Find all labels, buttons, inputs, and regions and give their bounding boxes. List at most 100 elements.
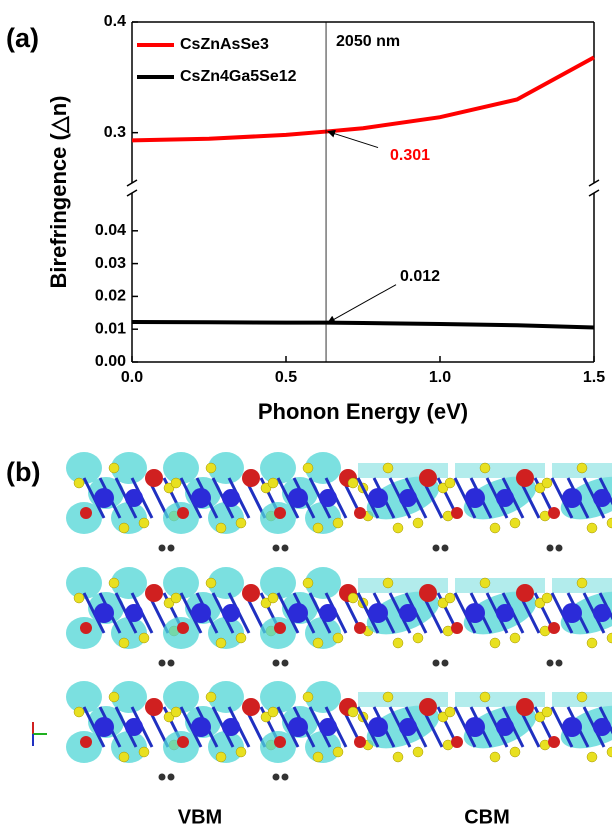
atom xyxy=(496,604,514,622)
atom xyxy=(445,593,455,603)
atom xyxy=(119,638,129,648)
atom xyxy=(593,489,611,507)
atom xyxy=(354,622,366,634)
annotation-arrow xyxy=(328,132,378,148)
annotation-arrow xyxy=(328,285,396,323)
atom xyxy=(419,469,437,487)
atom xyxy=(413,747,423,757)
atom xyxy=(282,774,289,781)
atom xyxy=(242,469,260,487)
atom xyxy=(274,507,286,519)
atom xyxy=(433,545,440,552)
atom xyxy=(419,698,437,716)
atom xyxy=(313,638,323,648)
atom xyxy=(109,578,119,588)
atom xyxy=(548,736,560,748)
atom xyxy=(74,707,84,717)
atom xyxy=(354,507,366,519)
atom xyxy=(206,692,216,702)
atom xyxy=(177,736,189,748)
atom xyxy=(206,463,216,473)
atom xyxy=(268,593,278,603)
figure: (a) (b) Phonon Energy (eV) Birefringence… xyxy=(0,0,612,837)
atom xyxy=(282,545,289,552)
atom xyxy=(556,660,563,667)
atom xyxy=(510,747,520,757)
atom xyxy=(413,518,423,528)
atom xyxy=(577,463,587,473)
atom xyxy=(399,604,417,622)
atom xyxy=(74,478,84,488)
atom xyxy=(451,622,463,634)
atom xyxy=(333,633,343,643)
image-caption: VBM xyxy=(178,806,222,828)
atom xyxy=(303,692,313,702)
atom xyxy=(274,622,286,634)
atom xyxy=(80,622,92,634)
atom xyxy=(516,469,534,487)
atom xyxy=(74,593,84,603)
atom xyxy=(451,736,463,748)
atom xyxy=(177,507,189,519)
atom xyxy=(593,718,611,736)
atom xyxy=(94,488,114,508)
atom xyxy=(242,698,260,716)
atom xyxy=(139,518,149,528)
annotation: 2050 nm xyxy=(336,33,400,50)
atom xyxy=(268,478,278,488)
atom xyxy=(577,692,587,702)
atom xyxy=(171,593,181,603)
atom xyxy=(433,660,440,667)
atom xyxy=(383,463,393,473)
atom xyxy=(490,752,500,762)
atom xyxy=(94,603,114,623)
atom xyxy=(480,578,490,588)
atom xyxy=(510,633,520,643)
atom xyxy=(222,718,240,736)
atom xyxy=(313,523,323,533)
atom xyxy=(273,545,280,552)
atom xyxy=(288,717,308,737)
atom xyxy=(547,660,554,667)
legend-label: CsZn4Ga5Se12 xyxy=(180,68,297,85)
atom xyxy=(348,593,358,603)
x-axis-label: Phonon Energy (eV) xyxy=(258,399,468,424)
y-tick-label: 0.3 xyxy=(104,124,126,141)
atom xyxy=(445,707,455,717)
atom xyxy=(587,638,597,648)
atom xyxy=(159,660,166,667)
atom xyxy=(442,660,449,667)
y-tick-label: 0.4 xyxy=(104,13,126,30)
structure-images xyxy=(33,452,612,781)
atom xyxy=(319,718,337,736)
x-tick-label: 0.5 xyxy=(275,369,297,386)
atom xyxy=(139,633,149,643)
image-caption: CBM xyxy=(464,806,510,828)
atom xyxy=(222,604,240,622)
atom xyxy=(419,584,437,602)
annotation: 0.301 xyxy=(390,147,430,164)
atom xyxy=(303,578,313,588)
y-tick-label: 0.03 xyxy=(95,255,126,272)
atom xyxy=(145,584,163,602)
y-tick-label: 0.04 xyxy=(95,222,126,239)
atom xyxy=(556,545,563,552)
y-tick-label: 0.01 xyxy=(95,320,126,337)
atom xyxy=(191,603,211,623)
atom xyxy=(516,698,534,716)
x-tick-label: 1.5 xyxy=(583,369,605,386)
atom xyxy=(319,604,337,622)
atom xyxy=(348,707,358,717)
atom xyxy=(577,578,587,588)
atom xyxy=(490,523,500,533)
atom xyxy=(562,717,582,737)
atom xyxy=(399,718,417,736)
atom xyxy=(168,774,175,781)
atom xyxy=(109,463,119,473)
atom xyxy=(206,578,216,588)
atom xyxy=(303,463,313,473)
atom xyxy=(242,584,260,602)
atom xyxy=(125,604,143,622)
atom xyxy=(236,747,246,757)
atom xyxy=(313,752,323,762)
